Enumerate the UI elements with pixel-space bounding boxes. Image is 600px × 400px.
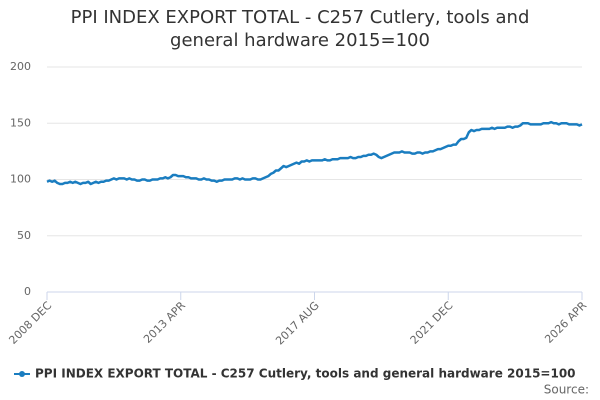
x-tick-label: 2013 APR bbox=[141, 299, 188, 346]
x-tick-label: 2008 DEC bbox=[6, 299, 54, 347]
x-tick-label: 2021 DEC bbox=[408, 299, 456, 347]
legend-label: PPI INDEX EXPORT TOTAL - C257 Cutlery, t… bbox=[35, 367, 576, 381]
y-tick-label: 200 bbox=[10, 60, 31, 73]
y-tick-label: 50 bbox=[17, 229, 31, 242]
series-line bbox=[46, 120, 583, 186]
x-tick-label: 2017 AUG bbox=[273, 299, 322, 348]
chart-title: PPI INDEX EXPORT TOTAL - C257 Cutlery, t… bbox=[70, 7, 530, 51]
y-tick-label: 0 bbox=[24, 285, 31, 298]
y-tick-label: 100 bbox=[10, 173, 31, 186]
source: Source: bbox=[544, 383, 589, 397]
y-tick-label: 150 bbox=[10, 116, 31, 129]
legend-marker bbox=[19, 371, 25, 377]
x-tick-label: 2026 APR bbox=[542, 299, 589, 346]
